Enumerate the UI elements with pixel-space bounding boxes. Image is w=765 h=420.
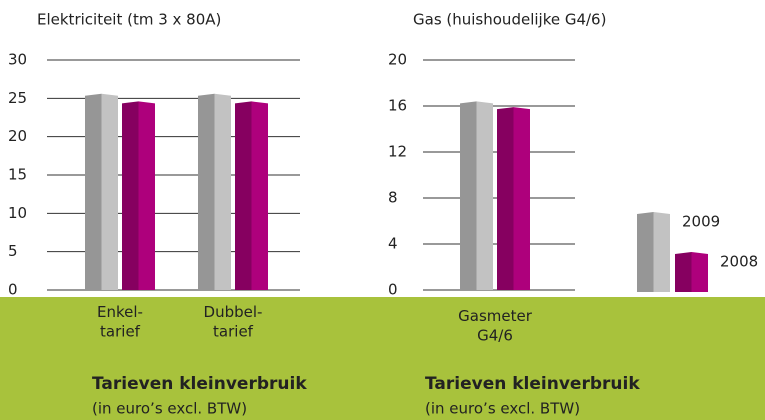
y-tick-label: 8 [388, 189, 398, 207]
caption: Tarieven kleinverbruik [92, 374, 307, 394]
y-tick-label: 30 [8, 51, 27, 69]
bar-face-right [513, 107, 530, 291]
bar-face-left [235, 101, 252, 291]
bar-face-left [497, 107, 514, 291]
bar-face-left [460, 101, 477, 291]
y-tick-label: 20 [8, 127, 27, 145]
y-tick-label: 16 [388, 97, 407, 115]
y-tick-label: 25 [8, 89, 27, 107]
bar [460, 101, 493, 291]
chart-title: Elektriciteit (tm 3 x 80A) [37, 11, 221, 29]
bar [235, 101, 268, 291]
x-tick-label: Gasmeter G4/6 [458, 307, 533, 345]
bar-face-right [691, 252, 708, 292]
bar-face-right [251, 101, 268, 291]
y-tick-label: 10 [8, 204, 27, 222]
legend-label: 2008 [720, 253, 758, 271]
x-tick-label: Enkel-tarief [97, 303, 143, 341]
caption-note: (in euro’s excl. BTW) [92, 400, 247, 418]
legend-swatch [675, 252, 708, 292]
bar-face-left [122, 101, 139, 291]
y-tick-label: 12 [388, 143, 407, 161]
bar-face-right [138, 101, 155, 291]
legend-swatch [637, 212, 670, 292]
legend-label: 2009 [682, 213, 720, 231]
y-tick-label: 15 [8, 166, 27, 184]
caption: Tarieven kleinverbruik [425, 374, 640, 394]
bar [198, 93, 231, 290]
y-tick-label: 4 [388, 235, 398, 253]
y-tick-label: 0 [388, 281, 398, 299]
bar-face-left [675, 252, 692, 292]
y-tick-label: 0 [8, 281, 18, 299]
bar [122, 101, 155, 291]
caption-band [0, 297, 765, 420]
y-tick-label: 5 [8, 242, 18, 260]
chart-title: Gas (huishoudelijke G4/6) [413, 11, 606, 29]
bar [85, 93, 118, 290]
bar-face-right [214, 93, 231, 290]
bar-face-right [101, 93, 118, 290]
bar-face-left [637, 212, 654, 292]
bar-face-left [198, 93, 215, 290]
bar-face-right [653, 212, 670, 292]
bar-face-left [85, 93, 102, 290]
bar-face-right [476, 101, 493, 291]
bar [497, 107, 530, 291]
y-tick-label: 20 [388, 51, 407, 69]
x-tick-label: Dubbel-tarief [204, 303, 263, 341]
caption-note: (in euro’s excl. BTW) [425, 400, 580, 418]
